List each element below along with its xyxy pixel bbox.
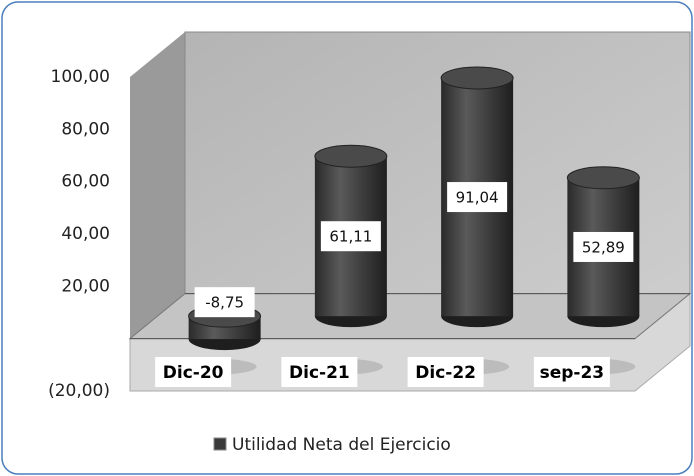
data-label-group: -8,75 — [194, 287, 255, 318]
x-tick-label: Dic-22 — [415, 363, 476, 383]
bar-top — [440, 66, 514, 90]
x-tick-label: Dic-21 — [289, 363, 350, 383]
data-label-group: 91,04 — [447, 182, 508, 213]
bar-top — [314, 144, 388, 168]
data-label-box — [573, 231, 634, 262]
side-wall — [130, 32, 185, 391]
y-tick-label: 80,00 — [61, 119, 110, 139]
y-tick-label: 60,00 — [61, 172, 110, 192]
x-label-box — [281, 357, 358, 387]
x-tick-label: Dic-20 — [163, 363, 224, 383]
data-label: -8,75 — [205, 294, 244, 312]
x-tick-label: sep-23 — [540, 363, 605, 383]
data-label-box — [447, 182, 508, 213]
x-label-box — [155, 357, 232, 387]
data-label: 61,11 — [329, 228, 372, 246]
x-label-box — [407, 357, 484, 387]
data-label-group: 52,89 — [573, 231, 634, 262]
x-label-box — [533, 357, 610, 387]
data-label: 91,04 — [456, 189, 499, 207]
bar-top — [566, 166, 640, 190]
y-tick-label: 40,00 — [61, 224, 110, 244]
legend-swatch — [213, 437, 227, 451]
data-label-box — [194, 287, 255, 318]
data-label: 52,89 — [582, 238, 625, 256]
data-label-box — [320, 221, 381, 252]
y-tick-label: 20,00 — [61, 276, 110, 296]
y-tick-label: (20,00) — [48, 381, 110, 401]
data-label-group: 61,11 — [320, 221, 381, 252]
y-tick-label: 100,00 — [51, 67, 110, 87]
legend-label: Utilidad Neta del Ejercicio — [232, 435, 451, 455]
